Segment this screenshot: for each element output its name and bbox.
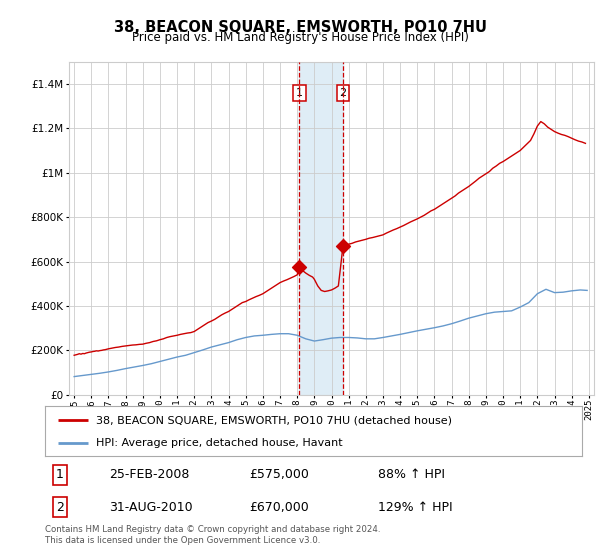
Text: 88% ↑ HPI: 88% ↑ HPI (378, 468, 445, 481)
Text: 129% ↑ HPI: 129% ↑ HPI (378, 501, 452, 514)
Text: 1: 1 (296, 88, 303, 98)
Text: 1: 1 (56, 468, 64, 481)
Text: £575,000: £575,000 (249, 468, 309, 481)
Bar (299, 62, 343, 395)
Text: Contains HM Land Registry data © Crown copyright and database right 2024.
This d: Contains HM Land Registry data © Crown c… (45, 525, 380, 545)
Text: 25-FEB-2008: 25-FEB-2008 (109, 468, 190, 481)
Point (295, 263, 304, 272)
Text: Price paid vs. HM Land Registry's House Price Index (HPI): Price paid vs. HM Land Registry's House … (131, 31, 469, 44)
Text: £670,000: £670,000 (249, 501, 309, 514)
Text: 2: 2 (56, 501, 64, 514)
Text: HPI: Average price, detached house, Havant: HPI: Average price, detached house, Hava… (96, 438, 343, 449)
Text: 38, BEACON SQUARE, EMSWORTH, PO10 7HU: 38, BEACON SQUARE, EMSWORTH, PO10 7HU (113, 20, 487, 35)
Text: 38, BEACON SQUARE, EMSWORTH, PO10 7HU (detached house): 38, BEACON SQUARE, EMSWORTH, PO10 7HU (d… (96, 415, 452, 425)
Text: 31-AUG-2010: 31-AUG-2010 (109, 501, 193, 514)
Text: 2: 2 (340, 88, 347, 98)
Point (338, 241, 348, 250)
